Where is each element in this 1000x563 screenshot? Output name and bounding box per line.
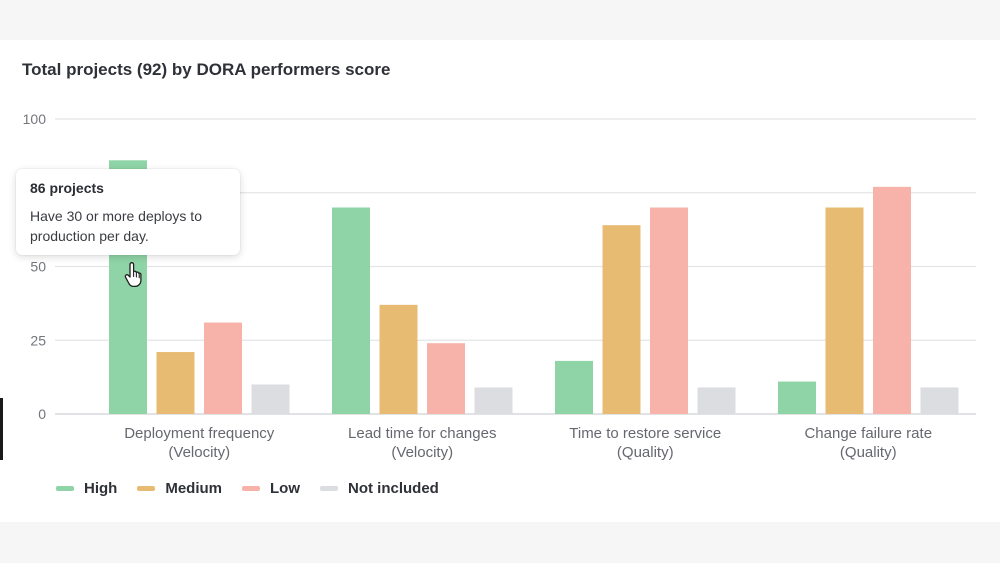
bar-not-included[interactable] xyxy=(474,387,513,414)
legend-item-not-included[interactable]: Not included xyxy=(320,480,439,497)
chart-legend: High Medium Low Not included xyxy=(56,480,439,497)
edge-strip xyxy=(0,398,3,460)
bar-low[interactable] xyxy=(873,186,911,414)
x-category-label: Change failure rate xyxy=(804,425,932,442)
bar-medium[interactable] xyxy=(156,352,195,414)
bar-medium[interactable] xyxy=(825,207,864,415)
legend-item-high[interactable]: High xyxy=(56,480,117,497)
bar-high[interactable] xyxy=(555,360,593,414)
y-tick-label: 50 xyxy=(30,259,46,275)
y-tick-label: 0 xyxy=(38,406,46,422)
legend-item-low[interactable]: Low xyxy=(242,480,300,497)
tooltip-text: Have 30 or more deploys to production pe… xyxy=(30,208,202,244)
bar-low[interactable] xyxy=(204,322,242,414)
x-category-label: (Velocity) xyxy=(391,444,453,461)
legend-swatch-medium xyxy=(137,486,156,491)
y-tick-label: 100 xyxy=(23,111,47,127)
legend-label-high: High xyxy=(84,480,118,497)
bar-tooltip: 86 projects Have 30 or more deploys to p… xyxy=(16,169,240,255)
x-category-label: Deployment frequency xyxy=(124,425,275,442)
legend-label-not-included: Not included xyxy=(348,480,439,497)
legend-swatch-low xyxy=(242,486,260,491)
bar-low[interactable] xyxy=(427,343,465,414)
bar-not-included[interactable] xyxy=(697,387,736,414)
legend-item-medium[interactable]: Medium xyxy=(137,480,222,497)
hand-pointer-icon xyxy=(124,262,142,288)
bar-low[interactable] xyxy=(650,207,688,415)
bar-high[interactable] xyxy=(332,207,370,415)
bar-medium[interactable] xyxy=(379,304,418,414)
bar-high[interactable] xyxy=(778,381,816,414)
x-category-label: (Quality) xyxy=(840,444,897,461)
x-category-label: (Quality) xyxy=(617,444,674,461)
x-category-label: (Velocity) xyxy=(168,444,230,461)
x-category-label: Time to restore service xyxy=(569,425,721,442)
bar-medium[interactable] xyxy=(602,225,641,414)
y-tick-label: 25 xyxy=(30,332,46,348)
chart-title: Total projects (92) by DORA performers s… xyxy=(22,60,391,79)
bar-not-included[interactable] xyxy=(251,384,290,415)
tooltip-title: 86 projects xyxy=(30,180,104,196)
bar-not-included[interactable] xyxy=(920,387,959,414)
legend-label-low: Low xyxy=(270,480,300,497)
x-category-label: Lead time for changes xyxy=(348,425,496,442)
legend-swatch-high xyxy=(56,486,74,491)
legend-label-medium: Medium xyxy=(165,480,222,497)
legend-swatch-not-included xyxy=(320,486,338,491)
